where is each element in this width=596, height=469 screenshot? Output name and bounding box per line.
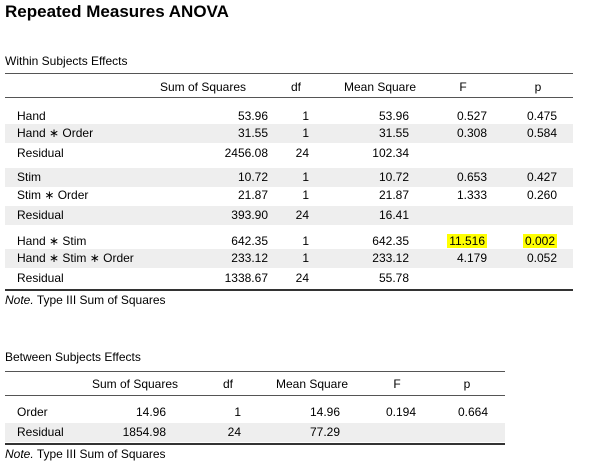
cell: 1854.98 — [122, 425, 166, 439]
cell: 1 — [302, 170, 309, 184]
cell: 1 — [302, 234, 309, 248]
note-text: Type III Sum of Squares — [36, 293, 166, 307]
column-header: F — [459, 80, 467, 94]
row-label: Stim ∗ Order — [17, 188, 89, 202]
cell: 24 — [295, 146, 309, 160]
table-note: Note. Type III Sum of Squares — [5, 447, 166, 461]
cell: 233.12 — [372, 251, 409, 265]
cell: 14.96 — [135, 405, 166, 419]
column-header: df — [222, 377, 234, 391]
cell: 55.78 — [378, 271, 409, 285]
note-label: Note. — [5, 293, 34, 307]
row-label: Hand ∗ Stim — [17, 234, 87, 248]
cell: 10.72 — [237, 170, 268, 184]
cell: 53.96 — [237, 109, 268, 123]
table-caption: Between Subjects Effects — [5, 350, 141, 364]
column-header: Mean Square — [343, 80, 417, 94]
cell: 1338.67 — [224, 271, 268, 285]
rule — [5, 289, 573, 291]
cell: 31.55 — [378, 126, 409, 140]
cell: 10.72 — [378, 170, 409, 184]
cell: 21.87 — [378, 188, 409, 202]
column-header: Sum of Squares — [159, 80, 247, 94]
cell: 21.87 — [237, 188, 268, 202]
column-header: F — [393, 377, 401, 391]
column-header: p — [463, 377, 471, 391]
row-shade — [5, 124, 573, 143]
cell: 1 — [302, 188, 309, 202]
cell: 0.427 — [526, 170, 557, 184]
cell: 24 — [295, 208, 309, 222]
cell: 16.41 — [378, 208, 409, 222]
cell: 0.664 — [457, 405, 488, 419]
cell: 393.90 — [231, 208, 268, 222]
cell: 14.96 — [309, 405, 340, 419]
column-header: p — [534, 80, 542, 94]
row-label: Residual — [17, 271, 64, 285]
cell: 642.35 — [231, 234, 268, 248]
cell: 233.12 — [231, 251, 268, 265]
note-text: Type III Sum of Squares — [36, 447, 166, 461]
cell: 642.35 — [372, 234, 409, 248]
rule — [5, 443, 505, 445]
cell: 0.052 — [526, 251, 557, 265]
cell: 0.653 — [456, 170, 487, 184]
cell: 1.333 — [456, 188, 487, 202]
cell: 0.194 — [385, 405, 416, 419]
rule — [5, 395, 505, 396]
rule — [5, 97, 573, 98]
note-label: Note. — [5, 447, 34, 461]
table-note: Note. Type III Sum of Squares — [5, 293, 166, 307]
column-header: df — [290, 80, 302, 94]
row-label: Residual — [17, 208, 64, 222]
cell: 24 — [227, 425, 241, 439]
row-shade — [5, 423, 505, 442]
cell: 0.527 — [456, 109, 487, 123]
rule — [5, 371, 505, 372]
cell: 77.29 — [309, 425, 340, 439]
cell: 1 — [302, 126, 309, 140]
row-label: Stim — [17, 170, 41, 184]
column-header: Mean Square — [275, 377, 349, 391]
rule — [5, 73, 573, 74]
row-label: Hand ∗ Order — [17, 126, 94, 140]
row-label: Residual — [17, 146, 64, 160]
cell: 31.55 — [237, 126, 268, 140]
cell: 0.475 — [526, 109, 557, 123]
cell: 102.34 — [372, 146, 409, 160]
cell: 0.002 — [522, 234, 557, 248]
cell: 4.179 — [456, 251, 487, 265]
row-shade — [5, 206, 573, 225]
row-label: Residual — [17, 425, 64, 439]
row-label: Hand ∗ Stim ∗ Order — [17, 251, 134, 265]
cell: 2456.08 — [224, 146, 268, 160]
cell: 0.260 — [526, 188, 557, 202]
row-label: Order — [17, 405, 48, 419]
cell: 11.516 — [447, 234, 487, 248]
cell: 24 — [295, 271, 309, 285]
cell: 1 — [302, 109, 309, 123]
row-shade — [5, 168, 573, 187]
row-label: Hand — [17, 109, 46, 123]
cell: 1 — [302, 251, 309, 265]
cell: 0.308 — [456, 126, 487, 140]
title: Repeated Measures ANOVA — [5, 2, 229, 21]
cell: 0.584 — [526, 126, 557, 140]
cell: 1 — [234, 405, 241, 419]
table-caption: Within Subjects Effects — [5, 54, 128, 68]
row-shade — [5, 249, 573, 268]
cell: 53.96 — [378, 109, 409, 123]
column-header: Sum of Squares — [91, 377, 179, 391]
